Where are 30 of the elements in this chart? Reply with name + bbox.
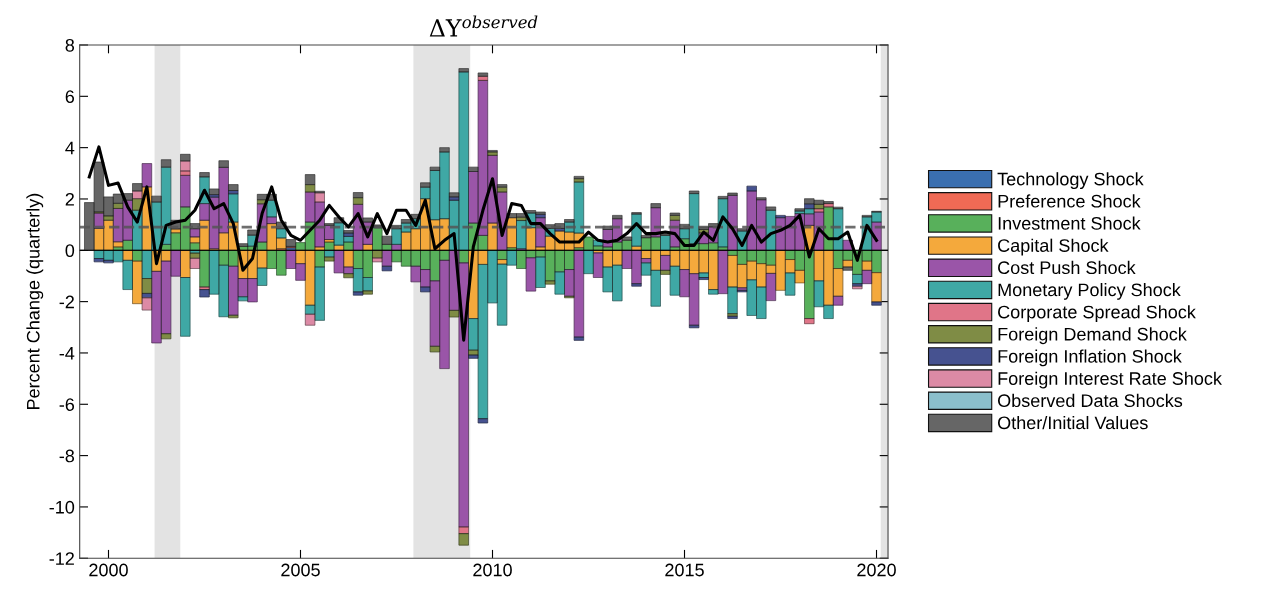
y-tick-label: -8 bbox=[59, 449, 75, 463]
legend-label: Foreign Demand Shock bbox=[998, 327, 1187, 345]
x-tick-label: 2000 bbox=[89, 563, 128, 577]
legend-label: Capital Shock bbox=[998, 238, 1109, 256]
y-tick-label: 8 bbox=[65, 38, 75, 52]
x-tick-label: 2005 bbox=[281, 563, 320, 577]
y-tick-label: 0 bbox=[65, 244, 75, 258]
legend-label: Investment Shock bbox=[998, 216, 1141, 230]
y-tick-label: -6 bbox=[59, 398, 75, 411]
y-tick-label: 2 bbox=[65, 192, 74, 206]
legend-label: Technology Shock bbox=[997, 172, 1144, 189]
legend-label: Monetary Policy Shock bbox=[998, 282, 1181, 300]
legend-label: Observed Data Shocks bbox=[998, 393, 1183, 408]
y-tick-label: 6 bbox=[65, 90, 75, 104]
legend-label: Foreign Interest Rate Shock bbox=[998, 371, 1222, 389]
legend-label: Cost Push Shock bbox=[998, 260, 1136, 275]
y-tick-label: -12 bbox=[49, 552, 74, 565]
y-axis-title: Percent Change (quarterly) bbox=[26, 193, 44, 410]
legend-label: Foreign Inflation Shock bbox=[998, 349, 1182, 367]
y-tick-label: 4 bbox=[65, 141, 75, 155]
legend-label: Preference Shock bbox=[998, 194, 1141, 208]
legend-label: Corporate Spread Shock bbox=[998, 305, 1196, 322]
y-tick-label: -2 bbox=[59, 295, 74, 309]
legend-label: Other/Initial Values bbox=[998, 415, 1148, 430]
x-tick-label: 2020 bbox=[857, 563, 896, 577]
y-tick-label: -4 bbox=[59, 347, 75, 360]
y-tick-label: -10 bbox=[49, 500, 75, 514]
chart-title: ΔY$^{observed}$ bbox=[429, 15, 538, 37]
x-tick-label: 2010 bbox=[473, 563, 512, 577]
x-tick-label: 2015 bbox=[665, 563, 704, 577]
